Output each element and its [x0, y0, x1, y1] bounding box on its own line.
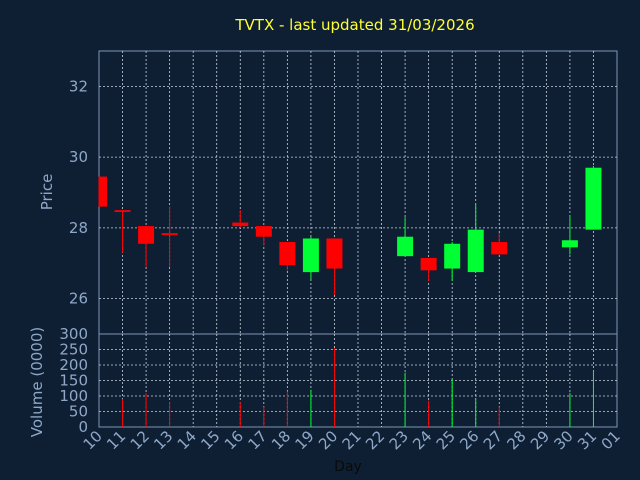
candle-body	[114, 210, 131, 212]
candle-body	[99, 176, 107, 207]
volume-grid	[99, 334, 617, 427]
candle-body	[138, 226, 155, 244]
candle-body	[302, 238, 319, 273]
volume-bars	[122, 347, 594, 427]
price-tick-label: 26	[69, 290, 88, 308]
price-grid	[99, 51, 617, 334]
candle-body	[232, 222, 249, 227]
x-tick-label: 16	[221, 427, 247, 453]
candle-body	[467, 229, 484, 273]
x-tick-label: 27	[480, 427, 506, 453]
x-tick-label: 19	[292, 427, 318, 453]
price-y-ticks: 26 28 30 32	[69, 77, 88, 307]
x-tick-label: 13	[150, 427, 176, 453]
x-tick-label: 20	[315, 427, 341, 453]
volume-tick-label: 200	[59, 356, 88, 374]
chart-title: TVTX - last updated 31/03/2026	[234, 16, 474, 34]
candle-body	[491, 242, 508, 255]
candle-body	[397, 236, 414, 257]
price-axis-label: Price	[38, 174, 56, 211]
x-tick-label: 23	[386, 427, 412, 453]
candle-body	[255, 226, 272, 237]
price-panel: 26 28 30 32 Price	[38, 50, 618, 335]
x-tick-label: 26	[456, 427, 482, 453]
x-tick-label: 25	[433, 427, 459, 453]
volume-tick-label: 0	[78, 418, 88, 436]
x-tick-label: 14	[174, 427, 200, 453]
x-tick-label: 29	[527, 427, 553, 453]
x-tick-label: 01	[598, 427, 624, 453]
candle-body	[444, 243, 461, 269]
x-tick-label: 28	[503, 427, 529, 453]
volume-tick-label: 150	[59, 372, 88, 390]
x-tick-label: 30	[551, 427, 577, 453]
candle-body	[561, 240, 578, 248]
x-axis-ticks: 1011121314151617181920212223242526272829…	[80, 427, 624, 453]
x-tick-label: 21	[339, 427, 365, 453]
x-tick-label: 24	[409, 427, 435, 453]
x-tick-label: 18	[268, 427, 294, 453]
volume-axis-label: Volume (0000)	[28, 327, 46, 437]
candle-body	[279, 242, 296, 266]
x-tick-label: 11	[103, 427, 129, 453]
x-tick-label: 15	[197, 427, 223, 453]
volume-tick-label: 50	[69, 403, 88, 421]
x-axis-label: Day	[334, 459, 362, 475]
candle-body	[420, 257, 437, 271]
x-tick-label: 12	[127, 427, 153, 453]
x-tick-label: 17	[244, 427, 270, 453]
price-tick-label: 28	[69, 219, 88, 237]
volume-tick-label: 300	[59, 325, 88, 343]
volume-tick-label: 250	[59, 341, 88, 359]
candle-body	[161, 233, 178, 235]
x-tick-label: 22	[362, 427, 388, 453]
price-tick-label: 30	[69, 148, 88, 166]
candles	[98, 165, 602, 296]
x-tick-label: 31	[574, 427, 600, 453]
volume-tick-label: 100	[59, 387, 88, 405]
candle-body	[326, 238, 343, 269]
price-tick-label: 32	[69, 77, 88, 95]
candle-body	[585, 167, 602, 230]
